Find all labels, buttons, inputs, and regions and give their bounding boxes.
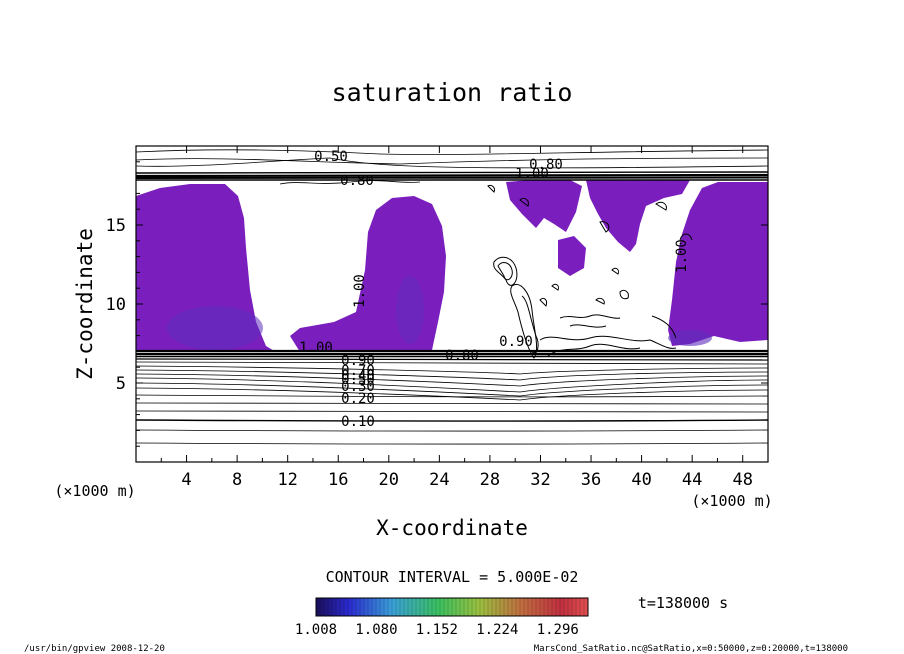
x-tick-label: 36 — [581, 470, 601, 490]
contour-band-top — [136, 149, 768, 185]
x-tick-label: 12 — [277, 470, 297, 490]
fill-dark-center — [396, 276, 424, 344]
contour-label: 1.00 — [674, 239, 690, 273]
contour-label: 0.20 — [341, 391, 375, 407]
plot-area: 0.50 0.80 0.80 1.00 1.00 1.00 1.00 0.90 … — [136, 146, 768, 462]
fill-region-right — [668, 182, 768, 346]
colorbar-stripes — [319, 598, 585, 616]
fill-dark-left — [167, 306, 263, 350]
colorbar-labels: 1.008 1.080 1.152 1.224 1.296 — [295, 622, 579, 638]
contour-label: 0.40 — [341, 368, 375, 384]
footer-right: MarsCond_SatRatio.nc@SatRatio,x=0:50000,… — [534, 644, 848, 654]
contour-label: 1.00 — [299, 340, 333, 356]
footer-left: /usr/bin/gpview 2008-12-20 — [24, 644, 165, 654]
x-tick-label: 8 — [232, 470, 242, 490]
x-tick-label: 48 — [732, 470, 752, 490]
x-tick-label: 44 — [682, 470, 702, 490]
x-axis: 4 8 12 16 20 24 28 32 36 40 44 48 — [160, 146, 753, 490]
x-axis-title: X-coordinate — [376, 516, 528, 540]
colorbar: 1.008 1.080 1.152 1.224 1.296 — [295, 597, 589, 638]
contour-label: 0.80 — [340, 173, 374, 189]
contour-interval-text: CONTOUR INTERVAL = 5.000E-02 — [326, 568, 579, 586]
x-tick-label: 28 — [480, 470, 500, 490]
contour-label: 0.80 — [445, 348, 479, 364]
chart-title: saturation ratio — [332, 78, 573, 107]
colorbar-tick-label: 1.080 — [355, 622, 397, 638]
x-tick-label: 40 — [631, 470, 651, 490]
fill-region-upper-right — [586, 180, 690, 252]
y-tick-label: 15 — [106, 216, 126, 236]
x-tick-label: 20 — [379, 470, 399, 490]
contour-label: 0.50 — [341, 372, 375, 388]
fill-region-patch-center — [558, 236, 586, 276]
contour-label: 0.80 — [529, 157, 563, 173]
contour-label: 0.50 — [314, 149, 348, 165]
x-tick-label: 24 — [429, 470, 449, 490]
x-tick-label: 32 — [530, 470, 550, 490]
y-axis-title: Z-coordinate — [73, 228, 97, 380]
colorbar-tick-label: 1.152 — [416, 622, 458, 638]
contour-label: 1.00 — [352, 274, 368, 308]
contour-label: 0.90 — [341, 353, 375, 369]
colorbar-gradient — [315, 597, 589, 617]
contour-label: 0.70 — [341, 363, 375, 379]
x-tick-label: 16 — [328, 470, 348, 490]
fill-dark-right — [668, 330, 712, 346]
x-tick-label: 4 — [181, 470, 191, 490]
fill-region-upper-center — [506, 180, 582, 232]
time-label: t=138000 s — [638, 594, 728, 612]
contour-label: 0.90 — [499, 334, 533, 350]
contour-band-mid — [136, 349, 768, 445]
colorbar-tick-label: 1.008 — [295, 622, 337, 638]
colorbar-tick-label: 1.224 — [476, 622, 518, 638]
supersaturation-fill — [136, 180, 768, 352]
x-unit-label-left: (×1000 m) — [54, 482, 135, 500]
x-unit-label-right: (×1000 m) — [691, 492, 772, 510]
y-axis: 5 10 15 — [106, 161, 768, 447]
colorbar-tick-label: 1.296 — [537, 622, 579, 638]
contour-convective — [487, 185, 693, 359]
y-tick-label: 5 — [116, 374, 126, 394]
contour-label: 1.00 — [515, 166, 549, 182]
contour-labels: 0.50 0.80 0.80 1.00 1.00 1.00 1.00 0.90 … — [299, 149, 690, 430]
y-tick-label: 10 — [106, 295, 126, 315]
contour-label: 0.10 — [341, 414, 375, 430]
contour-label: 0.30 — [341, 379, 375, 395]
